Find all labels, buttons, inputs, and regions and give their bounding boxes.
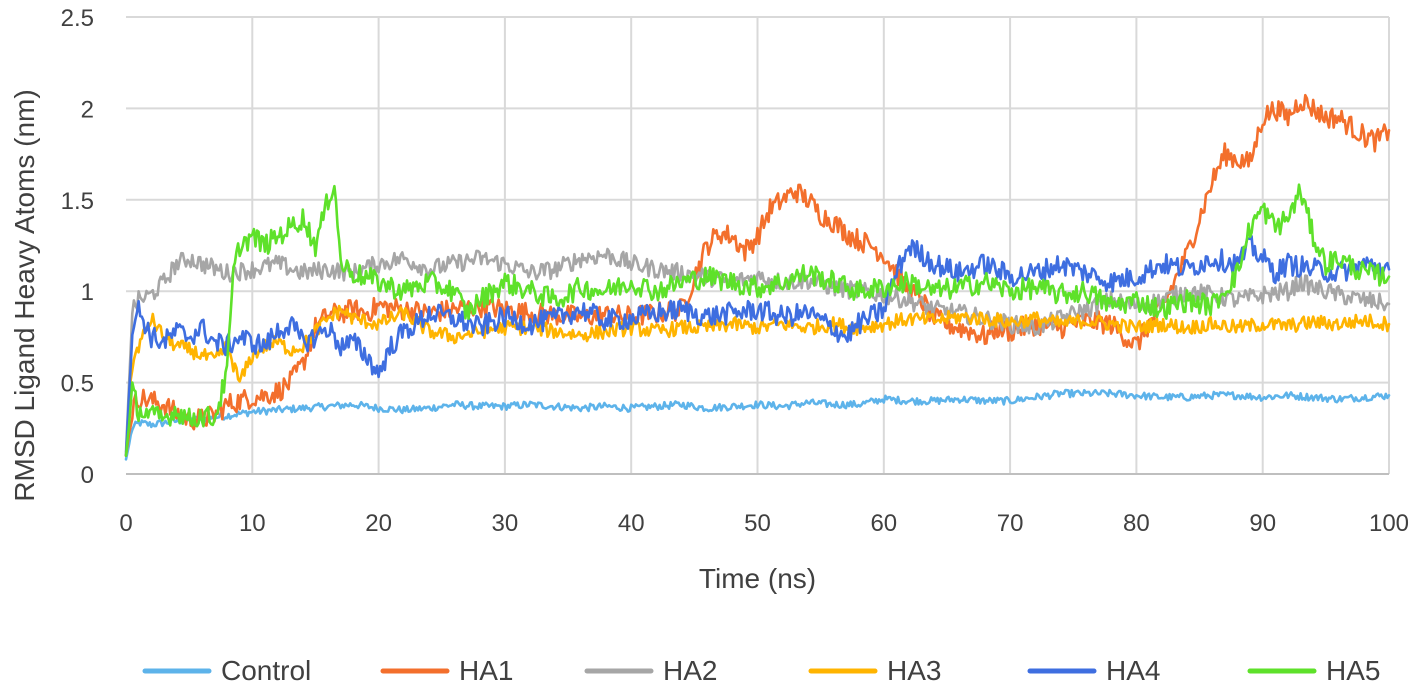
- series-lines: [124, 93, 1391, 461]
- x-tick-label: 50: [744, 510, 771, 537]
- x-tick-label: 70: [997, 510, 1024, 537]
- series-line-ha3: [124, 304, 1391, 457]
- legend-label: HA3: [887, 655, 941, 686]
- x-tick-label: 60: [870, 510, 897, 537]
- y-axis-title: RMSD Ligand Heavy Atoms (nm): [9, 89, 40, 501]
- legend-item-ha2: HA2: [584, 655, 717, 686]
- y-tick-label: 2.5: [61, 5, 94, 32]
- legend-item-ha3: HA3: [808, 655, 941, 686]
- legend-item-ha4: HA4: [1027, 655, 1160, 686]
- y-tick-label: 1.5: [61, 188, 94, 215]
- x-tick-label: 20: [365, 510, 392, 537]
- x-tick-label: 0: [119, 510, 132, 537]
- legend-label: Control: [221, 655, 311, 686]
- x-tick-label: 40: [618, 510, 645, 537]
- legend-item-ha1: HA1: [380, 655, 513, 686]
- y-tick-label: 0: [81, 462, 94, 489]
- series-line-ha5: [124, 183, 1391, 457]
- x-tick-label: 90: [1249, 510, 1276, 537]
- x-tick-label: 30: [492, 510, 519, 537]
- legend-label: HA5: [1326, 655, 1380, 686]
- x-tick-label: 10: [239, 510, 266, 537]
- legend-item-control: Control: [142, 655, 311, 686]
- x-tick-label: 100: [1369, 510, 1409, 537]
- legend-item-ha5: HA5: [1247, 655, 1380, 686]
- x-axis-title: Time (ns): [699, 563, 816, 594]
- legend: Control HA1 HA2 HA3 HA4 HA5: [142, 655, 1380, 686]
- legend-label: HA1: [459, 655, 513, 686]
- y-tick-label: 0.5: [61, 371, 94, 398]
- x-tick-label: 80: [1123, 510, 1150, 537]
- series-line-ha4: [124, 235, 1391, 457]
- grid: [126, 16, 1390, 474]
- legend-label: HA2: [663, 655, 717, 686]
- y-tick-label: 1: [81, 279, 94, 306]
- series-line-control: [124, 388, 1391, 461]
- y-tick-label: 2: [81, 96, 94, 123]
- legend-label: HA4: [1106, 655, 1160, 686]
- tick-labels: 0 10 20 30 40 50 60 70 80 90 100 0 0.5 1 1.5 2 2.5: [61, 5, 1409, 537]
